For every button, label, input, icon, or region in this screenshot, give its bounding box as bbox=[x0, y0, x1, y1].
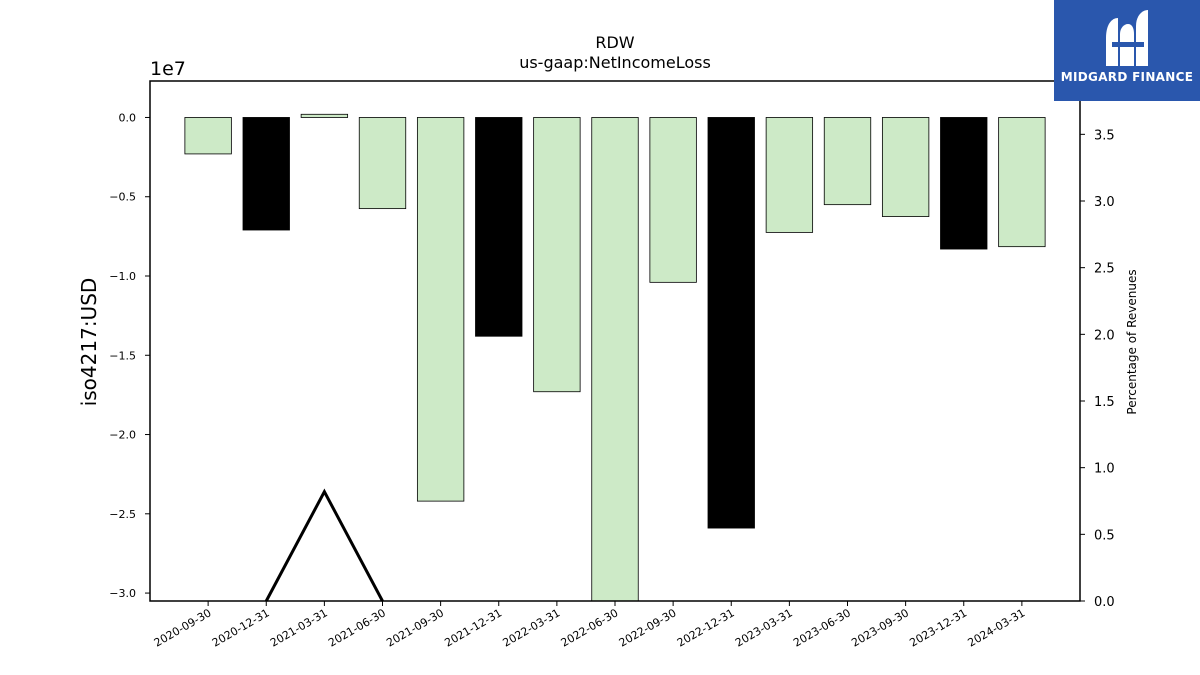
y-offset-label: 1e7 bbox=[150, 58, 186, 80]
bar-2021-06-30 bbox=[358, 117, 407, 210]
bar-2022-12-31 bbox=[707, 117, 755, 529]
x-ticks-group: 2020-09-302020-12-312021-03-312021-06-30… bbox=[152, 601, 1028, 650]
bars-group bbox=[184, 113, 1046, 602]
y-tick-label: 0.0 bbox=[119, 111, 137, 124]
bar-2022-03-31 bbox=[533, 117, 581, 393]
x-tick-label: 2021-09-30 bbox=[384, 606, 446, 649]
bar-2021-09-30 bbox=[416, 117, 465, 502]
plot-frame bbox=[149, 80, 1081, 602]
y2-tick-label: 3.0 bbox=[1094, 195, 1115, 210]
x-tick-label: 2020-12-31 bbox=[210, 606, 272, 649]
y-tick-label: −2.5 bbox=[109, 508, 136, 521]
pct-of-revenues-line bbox=[264, 488, 384, 602]
y-tick-label: −1.0 bbox=[109, 270, 136, 283]
x-tick-label: 2023-12-31 bbox=[907, 606, 969, 649]
bar-2022-06-30 bbox=[591, 117, 639, 602]
logo-text: MIDGARD FINANCE bbox=[1060, 70, 1194, 84]
y-axis-label: iso4217:USD bbox=[77, 278, 101, 407]
x-tick-label: 2021-03-31 bbox=[268, 606, 330, 649]
bar-2020-12-31 bbox=[242, 117, 290, 231]
y2-tick-label: 1.5 bbox=[1094, 395, 1115, 410]
x-tick-label: 2022-03-31 bbox=[501, 606, 563, 649]
x-tick-label: 2023-03-31 bbox=[733, 606, 795, 649]
y2-ticks-group: 0.0 0.5 1.0 1.5 2.0 2.5 3.0 3.5 bbox=[1080, 128, 1115, 610]
bar-2023-03-31 bbox=[765, 117, 814, 233]
x-tick-label: 2023-09-30 bbox=[849, 606, 911, 649]
bar-2023-12-31 bbox=[940, 117, 988, 250]
y2-tick-label: 2.0 bbox=[1094, 328, 1115, 343]
y-tick-label: −0.5 bbox=[109, 191, 136, 204]
y2-tick-label: 1.0 bbox=[1094, 462, 1115, 477]
bar-2020-09-30 bbox=[184, 117, 232, 155]
x-tick-label: 2021-12-31 bbox=[442, 606, 504, 649]
bar-2021-12-31 bbox=[475, 117, 523, 337]
y2-tick-label: 0.5 bbox=[1094, 528, 1115, 543]
y2-axis-label: Percentage of Revenues bbox=[1125, 269, 1139, 414]
y2-tick-label: 2.5 bbox=[1094, 262, 1115, 277]
x-tick-label: 2022-12-31 bbox=[675, 606, 737, 649]
x-tick-label: 2024-03-31 bbox=[966, 606, 1028, 649]
chart-subtitle: us-gaap:NetIncomeLoss bbox=[519, 53, 711, 72]
midgard-logo-icon bbox=[1106, 10, 1148, 66]
x-tick-label: 2022-09-30 bbox=[617, 606, 679, 649]
bar-2023-06-30 bbox=[823, 117, 872, 206]
bar-2023-09-30 bbox=[881, 117, 930, 217]
x-tick-label: 2023-06-30 bbox=[791, 606, 853, 649]
bar-2024-03-31 bbox=[998, 117, 1046, 248]
chart-title: RDW bbox=[595, 33, 634, 52]
y-tick-label: −3.0 bbox=[109, 587, 136, 600]
y-tick-label: −1.5 bbox=[109, 349, 136, 362]
bar-2021-03-31 bbox=[300, 113, 349, 118]
x-tick-label: 2022-06-30 bbox=[559, 606, 621, 649]
y2-tick-label: 3.5 bbox=[1094, 128, 1115, 143]
y-tick-label: −2.0 bbox=[109, 429, 136, 442]
y2-tick-label: 0.0 bbox=[1094, 595, 1115, 610]
ticks-group: 0.0 −0.5 −1.0 −1.5 −2.0 −2.5 −3.0 bbox=[109, 111, 150, 600]
x-tick-label: 2021-06-30 bbox=[326, 606, 388, 649]
midgard-finance-logo: MIDGARD FINANCE bbox=[1054, 0, 1200, 101]
x-tick-label: 2020-09-30 bbox=[152, 606, 214, 649]
bar-2022-09-30 bbox=[649, 117, 697, 283]
